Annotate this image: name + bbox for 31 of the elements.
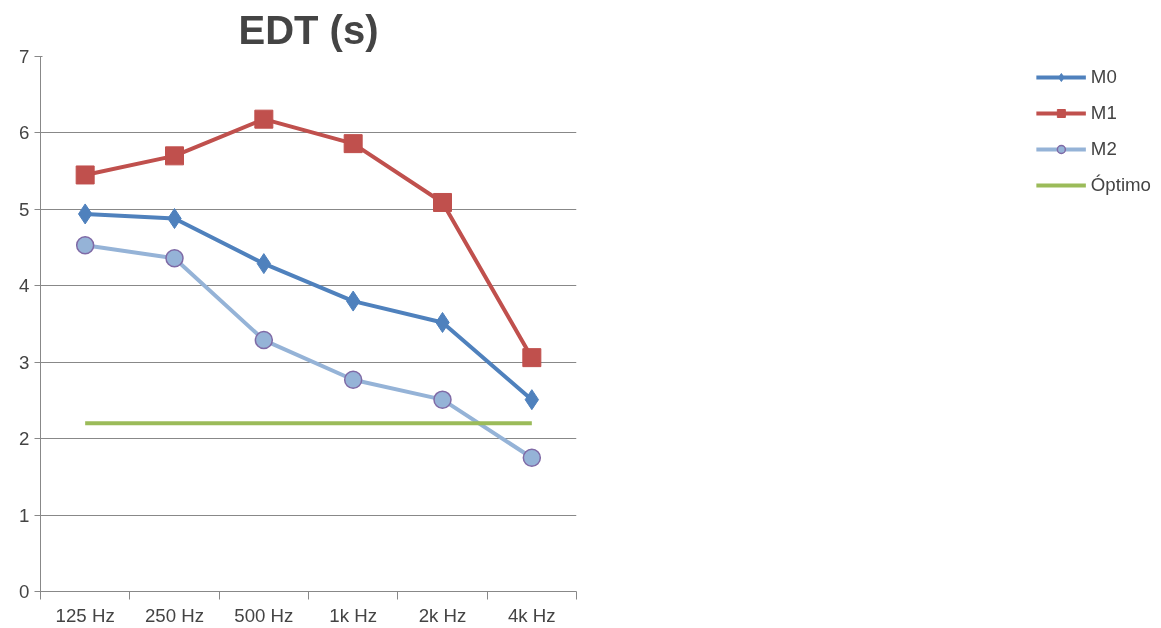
point [75,165,95,185]
y-tick-label: 3 [19,351,30,373]
point [343,370,363,390]
y-tick-label: 5 [19,198,30,220]
point [254,330,274,350]
legend-label: Óptimo [1090,174,1151,196]
point [165,249,184,268]
point [522,348,542,368]
y-tick-label: 0 [19,581,30,602]
x-tick-label: 4k Hz [507,604,556,626]
point [343,134,363,154]
x-tick-label: 2k Hz [418,604,467,626]
x-tick-label: 500 Hz [234,604,294,626]
legend-label: M1 [1090,102,1117,124]
y-tick-label: 2 [19,428,30,450]
y-tick-label: 4 [19,275,30,297]
point [433,390,452,409]
x-tick-label: 125 Hz [55,604,115,626]
y-tick-label: 1 [19,504,30,526]
y-tick-label: 7 [19,46,30,67]
x-tick-label: 1k Hz [329,604,378,626]
point [254,109,274,129]
chart-title: EDT (s) [238,7,379,52]
x-tick-label: 250 Hz [144,604,205,626]
point [165,146,184,166]
point [75,236,95,255]
point [433,192,452,212]
point [522,448,542,467]
legend-label: M2 [1090,138,1117,160]
legend-label: M0 [1090,66,1117,88]
y-tick-label: 6 [19,122,30,144]
